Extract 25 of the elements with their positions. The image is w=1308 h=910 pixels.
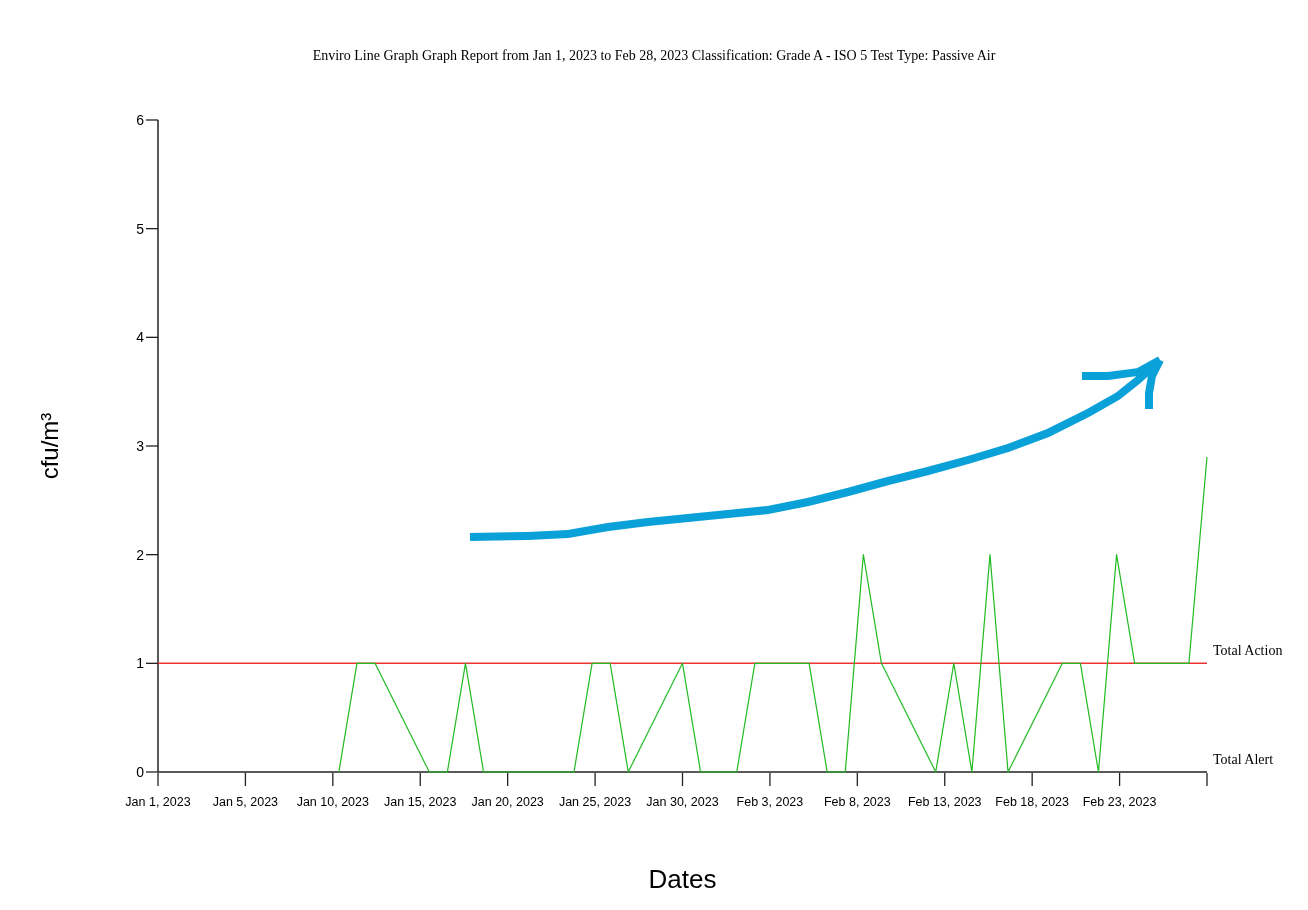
y-tick-label: 2: [136, 546, 145, 563]
x-tick-label: Feb 13, 2023: [907, 795, 982, 809]
x-tick-label: Feb 18, 2023: [995, 795, 1070, 809]
y-tick-label: 0: [136, 764, 145, 780]
y-tick-label: 5: [136, 220, 145, 237]
x-tick-label: Jan 10, 2023: [296, 795, 370, 809]
chart-subtitle: Enviro Line Graph Graph Report from Jan 1, 2023 to Feb 28, 2023 Classification: Grade A - ISO 5 Test Type: Passive Air: [312, 48, 996, 63]
x-axis-title: Dates: [648, 864, 717, 894]
x-tick-label: Jan 20, 2023: [471, 795, 544, 809]
x-tick-label: Feb 23, 2023: [1082, 795, 1157, 809]
x-tick-label: Jan 30, 2023: [646, 795, 719, 809]
x-tick-label: Feb 8, 2023: [823, 795, 891, 809]
text: Total Alert: [1213, 752, 1274, 767]
line-series: [338, 456, 1208, 773]
y-tick-label: 4: [136, 329, 145, 346]
y-tick-label: 6: [136, 112, 145, 128]
y-tick-label: 3: [136, 438, 145, 454]
x-tick-label: Jan 15, 2023: [384, 795, 457, 809]
x-tick-label: Feb 3, 2023: [736, 795, 804, 809]
x-tick-label: Jan 25, 2023: [558, 795, 632, 809]
y-tick-label: 1: [136, 655, 145, 672]
y-axis-title: cfu/m³: [36, 412, 63, 480]
ref-line-label: Total Action: [1213, 643, 1283, 659]
x-tick-label: Jan 1, 2023: [125, 795, 191, 809]
x-tick-label: Jan 5, 2023: [212, 795, 279, 809]
